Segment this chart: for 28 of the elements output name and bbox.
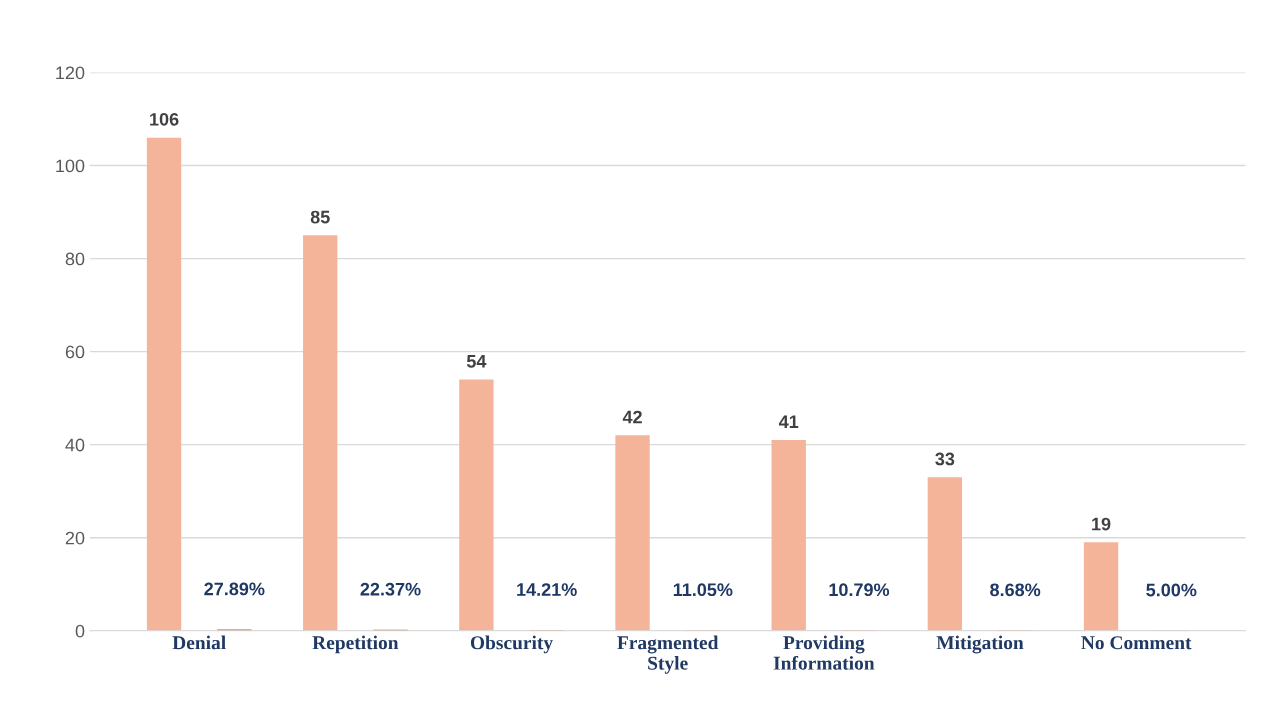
y-tick-label: 100: [56, 159, 85, 173]
x-tick-label: Repetition: [312, 635, 399, 654]
x-tick-label: Obscurity: [470, 635, 553, 654]
y-tick-label: 120: [56, 66, 85, 80]
y-tick-label: 0: [75, 624, 85, 638]
data-label: 41: [778, 415, 799, 428]
data-label: 42: [622, 410, 642, 424]
data-label: 33: [935, 452, 955, 466]
x-tick-label: Providing Information: [773, 635, 875, 670]
data-label: 27.89%: [204, 582, 265, 596]
x-tick-label: No Comment: [1081, 636, 1192, 650]
x-tick-label: Mitigation: [936, 635, 1024, 654]
y-tick-label: 20: [65, 531, 85, 545]
data-label: 11.05%: [673, 583, 733, 597]
data-label: 5.00%: [1146, 583, 1197, 597]
data-label: 85: [310, 210, 330, 224]
y-tick-label: 40: [65, 438, 85, 452]
data-label: 106: [150, 112, 179, 126]
data-label: 8.68%: [990, 583, 1041, 597]
data-label: 54: [466, 355, 487, 368]
data-label: 14.21%: [517, 583, 577, 596]
y-tick-label: 80: [65, 252, 85, 266]
data-label: 10.79%: [829, 583, 890, 597]
x-tick-label: Denial: [172, 635, 226, 650]
data-label: 22.37%: [360, 582, 421, 596]
y-tick-label: 60: [65, 345, 85, 359]
data-label: 19: [1092, 517, 1111, 531]
x-tick-label: Fragmented Style: [617, 635, 719, 674]
